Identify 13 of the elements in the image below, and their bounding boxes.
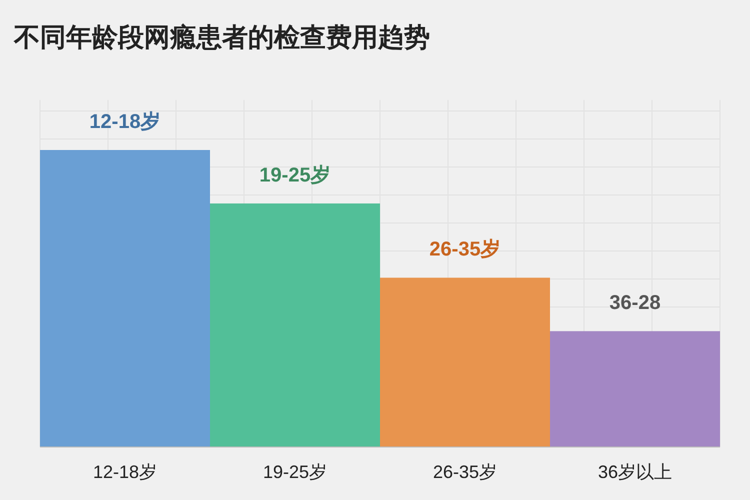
bar: [550, 331, 720, 447]
chart-title: 不同年龄段网瘾患者的检查费用趋势: [13, 22, 430, 52]
annotation: 36-28: [609, 292, 661, 314]
x-tick-label: 12-18岁: [92, 462, 158, 482]
bar: [380, 278, 550, 447]
x-tick-label: 36岁以上: [598, 462, 672, 482]
text: 12-18岁: [89, 111, 161, 133]
x-tick-label: 19-25岁: [262, 462, 328, 482]
annotation: 19-25岁: [259, 164, 331, 186]
bar: [210, 203, 380, 447]
bar: [40, 150, 210, 447]
annotation: 26-35岁: [429, 238, 501, 261]
x-tick-label: 26-35岁: [432, 462, 498, 482]
